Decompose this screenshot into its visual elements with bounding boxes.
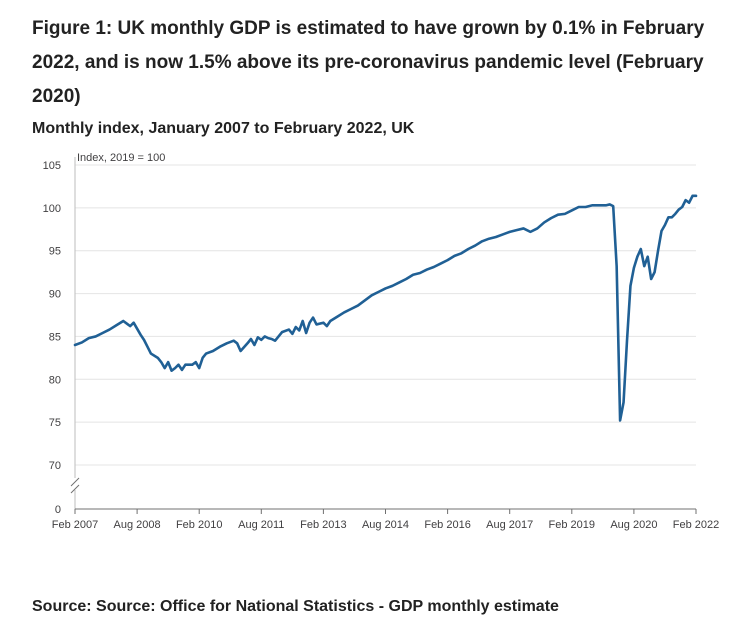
- y-tick-label: 85: [49, 331, 61, 343]
- x-tick-label: Feb 2019: [549, 519, 595, 531]
- x-tick-label: Aug 2017: [486, 519, 533, 531]
- x-tick-label: Aug 2008: [114, 519, 161, 531]
- axis-break-mark: [70, 484, 80, 494]
- y-tick-label: 90: [49, 289, 61, 301]
- chart-subtitle: Monthly index, January 2007 to February …: [32, 120, 415, 137]
- y-axis-unit-label: Index, 2019 = 100: [77, 152, 165, 164]
- x-tick-label: Feb 2010: [176, 519, 222, 531]
- y-tick-label: 75: [49, 417, 61, 429]
- axis-break-mark: [70, 477, 80, 487]
- series-layer: [73, 194, 698, 422]
- x-tick-label: Feb 2013: [300, 519, 346, 531]
- series-line-gdp-index: [73, 194, 698, 422]
- x-tick-label: Aug 2014: [362, 519, 409, 531]
- y-tick-label: 70: [49, 460, 61, 472]
- y-tick-label: 100: [43, 203, 61, 215]
- gridlines: [75, 164, 696, 466]
- axes: 0 70 75 80 85 90 95 100 105 Feb 2007 Aug 2008 Feb 2…: [43, 152, 720, 531]
- x-tick-label: Feb 2007: [52, 519, 98, 531]
- x-tick-label: Aug 2011: [238, 519, 284, 531]
- y-tick-label: 80: [49, 374, 61, 386]
- y-tick-label: 0: [55, 504, 61, 516]
- y-tick-label: 105: [43, 160, 61, 172]
- source-note: Source: Source: Office for National Stat…: [32, 598, 559, 615]
- x-tick-label: Feb 2022: [673, 519, 719, 531]
- y-tick-label: 95: [49, 246, 61, 258]
- x-tick-label: Feb 2016: [424, 519, 470, 531]
- x-tick-label: Aug 2020: [610, 519, 657, 531]
- chart-title: Figure 1: UK monthly GDP is estimated to…: [32, 18, 705, 107]
